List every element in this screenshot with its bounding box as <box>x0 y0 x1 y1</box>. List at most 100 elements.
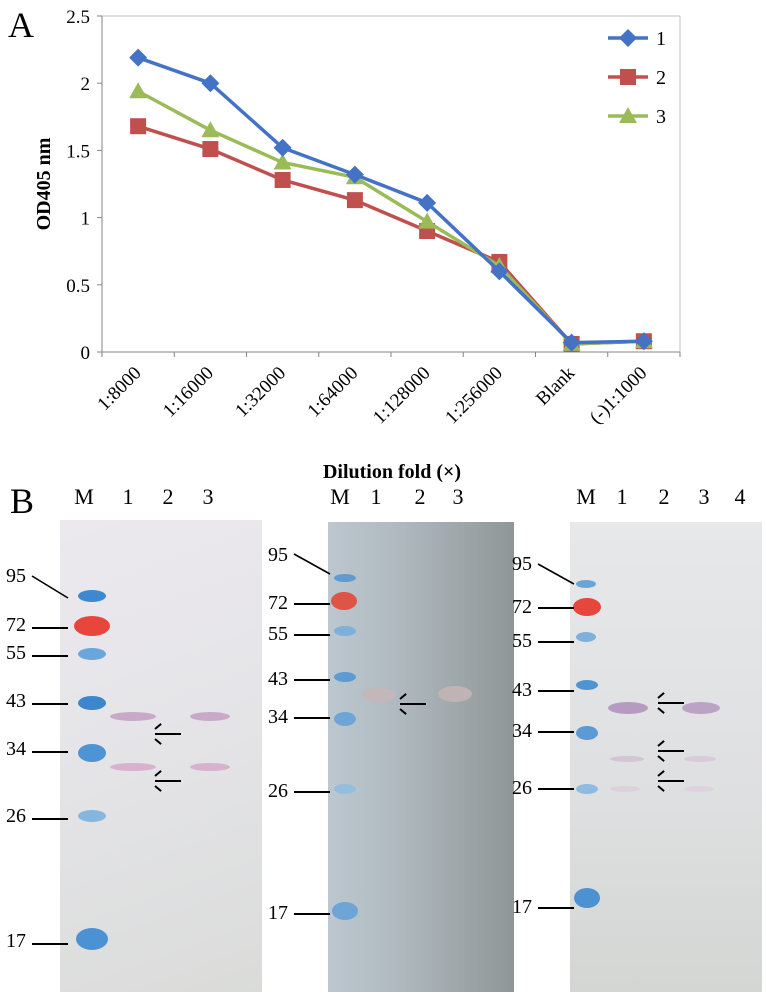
blot-3-mw-34: 34 <box>512 720 532 742</box>
blot-1-ladder-55 <box>78 648 106 660</box>
blot-3-mw-26: 26 <box>512 777 532 799</box>
blot-2-mw-43: 43 <box>268 668 288 690</box>
y-tick-label: 1 <box>81 209 91 230</box>
blot-3-ladder-17 <box>574 888 600 908</box>
series-3-point <box>273 153 292 170</box>
blot-3-lane-label-3: 3 <box>698 484 710 509</box>
x-tick-label: 1:64000 <box>304 363 363 422</box>
blot-3-tick-72 <box>538 607 574 609</box>
blot-2-tick-26 <box>294 791 330 793</box>
blot-2-tick-72 <box>294 603 330 605</box>
blot-2-pointer-95 <box>293 553 331 575</box>
blot-2-mw-26: 26 <box>268 780 288 802</box>
blot-3-arrow-upper <box>658 702 684 704</box>
blot-3-tick-17 <box>538 907 574 909</box>
blot-1-ladder-34 <box>78 744 106 762</box>
blot-2-lane-label-1: 1 <box>370 484 382 509</box>
legend-2-marker <box>620 69 636 85</box>
blot-2-ladder-72 <box>331 592 357 610</box>
x-tick-label: (-)1:1000 <box>586 363 652 429</box>
legend-3-marker <box>619 107 637 123</box>
y-tick-label: 0 <box>81 343 91 364</box>
blot-2-mw-55: 55 <box>268 623 288 645</box>
blot-1-arrow-upper <box>155 733 181 735</box>
blot-2-mw-72: 72 <box>268 592 288 614</box>
blot-2-membrane <box>328 522 514 992</box>
blot-1-mw-26: 26 <box>6 805 26 827</box>
blot-1-lane-label-2: 2 <box>162 484 174 509</box>
blot-1-band-lane1-upper <box>110 712 156 721</box>
series-1-point <box>201 74 220 93</box>
blot-2-ladder-55 <box>334 626 356 636</box>
legend-1-marker <box>619 29 637 47</box>
blot-1-lane-label-1: 1 <box>122 484 134 509</box>
blot-3-tick-26 <box>538 788 574 790</box>
blot-3-membrane <box>570 522 762 992</box>
blot-1-tick-17 <box>32 943 68 945</box>
y-tick-label: 2 <box>81 74 91 95</box>
blot-2-lane-label-m: M <box>330 484 350 509</box>
series-2-point <box>274 171 291 188</box>
blot-2-band-lane3 <box>438 686 472 702</box>
blot-2-ladder-43 <box>334 672 356 682</box>
y-tick-label: 0.5 <box>66 276 90 297</box>
blot-2-ladder-95 <box>334 574 356 582</box>
series-1-point <box>490 262 509 281</box>
blot-1-lane-label-m: M <box>74 484 94 509</box>
series-3-point <box>418 212 437 229</box>
blot-3-band-lane3-upper <box>682 702 720 714</box>
blot-3-lane-label-4: 4 <box>734 484 746 509</box>
blot-2-mw-95: 95 <box>268 544 288 566</box>
blot-2-ladder-26 <box>334 784 356 794</box>
blot-1-ladder-17 <box>76 928 108 950</box>
blot-3-ladder-34 <box>576 726 598 740</box>
blot-3-band-lane1-lower <box>610 786 640 792</box>
blot-3-arrow-middle <box>658 750 684 752</box>
x-tick-label: 1:8000 <box>93 363 145 415</box>
y-tick-label: 2.5 <box>66 7 90 28</box>
x-tick-label: 1:128000 <box>369 363 435 429</box>
blot-2-tick-34 <box>294 717 330 719</box>
blot-1-ladder-26 <box>78 810 106 822</box>
x-tick-label: 1:16000 <box>159 363 218 422</box>
blot-1-tick-43 <box>32 703 68 705</box>
y-axis-title: OD405 nm <box>33 137 55 230</box>
panel-a-label: A <box>8 5 34 45</box>
blot-3-mw-43: 43 <box>512 679 532 701</box>
blot-1-tick-72 <box>32 627 68 629</box>
series-2-point <box>130 118 147 135</box>
legend-1-label: 1 <box>656 28 666 50</box>
blot-3-pointer-95 <box>537 563 575 585</box>
series-3-point <box>201 121 220 138</box>
blot-1-mw-55: 55 <box>6 642 26 664</box>
blot-1-mw-17: 17 <box>6 930 26 952</box>
blot-3-mw-17: 17 <box>512 896 532 918</box>
blot-3-band-lane1-upper <box>608 702 648 714</box>
blot-2-band-lane1 <box>362 688 396 702</box>
blot-2-ladder-34 <box>334 712 356 726</box>
blot-3-tick-34 <box>538 731 574 733</box>
blot-1-arrow-lower <box>155 780 181 782</box>
blot-1-band-lane1-lower <box>110 763 156 771</box>
legend-3-label: 3 <box>656 106 666 128</box>
blot-3-lane-label-2: 2 <box>658 484 670 509</box>
blot-3-ladder-55 <box>576 632 596 642</box>
blot-3-band-lane1-middle <box>610 756 644 762</box>
blot-2-ladder-17 <box>332 902 358 920</box>
blot-1-mw-34: 34 <box>6 738 26 760</box>
series-2-point <box>202 141 219 158</box>
blot-2-tick-43 <box>294 679 330 681</box>
blot-2-tick-55 <box>294 634 330 636</box>
legend-2-label: 2 <box>656 67 666 89</box>
series-1-point <box>418 193 437 212</box>
blot-1-tick-26 <box>32 818 68 820</box>
blot-1-tick-55 <box>32 655 68 657</box>
blot-2-mw-17: 17 <box>268 902 288 924</box>
blot-1-pointer-95 <box>31 575 69 599</box>
blot-1-band-lane3-lower <box>190 763 230 771</box>
series-2-point <box>346 192 363 209</box>
series-1-point <box>345 165 364 184</box>
blot-1-ladder-72 <box>74 616 110 636</box>
panel-b-label: B <box>10 481 35 521</box>
blot-3-tick-43 <box>538 690 574 692</box>
